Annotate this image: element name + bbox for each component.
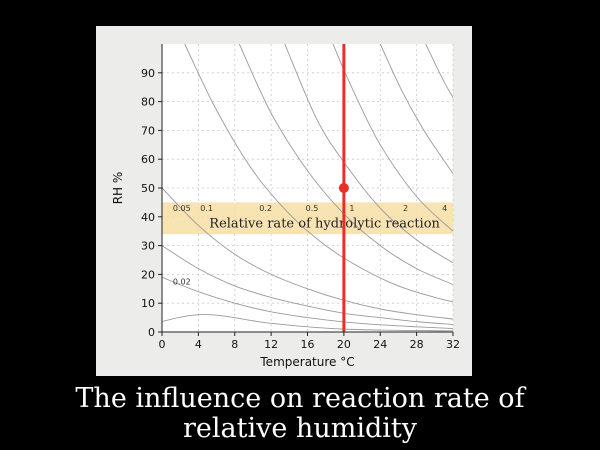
band-title: Relative rate of hydrolytic reaction xyxy=(209,216,440,231)
isoline-label: 0.5 xyxy=(306,204,319,213)
y-axis-title: RH % xyxy=(111,172,125,205)
y-tick-label: 80 xyxy=(141,96,155,109)
isoline-label: 2 xyxy=(403,204,408,213)
x-tick-label: 8 xyxy=(231,338,238,351)
isoline xyxy=(379,44,453,174)
isoline-label: 1 xyxy=(349,204,354,213)
y-tick-label: 40 xyxy=(141,211,155,224)
axes xyxy=(158,44,454,336)
y-tick-label: 0 xyxy=(148,326,155,339)
y-tick-label: 50 xyxy=(141,182,155,195)
chart-panel: 0.05 0.1 0.2 0.5 1 2 4 0.02 Relative rate of hy… xyxy=(96,26,472,376)
isoline xyxy=(162,187,453,320)
isoline-label: 0.02 xyxy=(173,277,191,286)
y-tick-label: 70 xyxy=(141,124,155,137)
isoline xyxy=(162,245,453,325)
x-tick-label: 28 xyxy=(410,338,424,351)
isoline xyxy=(162,276,453,329)
y-tick-labels: 0 10 20 30 40 50 60 70 80 90 xyxy=(141,67,155,339)
isoline-labels: 0.05 0.1 0.2 0.5 1 2 4 0.02 xyxy=(173,204,447,286)
rate-humidity-chart: 0.05 0.1 0.2 0.5 1 2 40.02 Relative rate of hy… xyxy=(111,44,461,369)
x-tick-label: 24 xyxy=(373,338,387,351)
isoline-label: 0.2 xyxy=(259,204,272,213)
reference-point xyxy=(338,183,349,193)
isoline xyxy=(284,44,453,264)
x-tick-label: 0 xyxy=(159,338,166,351)
y-tick-label: 20 xyxy=(141,268,155,281)
isolines xyxy=(162,44,453,332)
x-tick-labels: 0 4 8 12 16 20 24 28 32 xyxy=(159,338,461,351)
isoline-label: 0.05 xyxy=(173,204,191,213)
caption-line-2: relative humidity xyxy=(183,413,417,444)
isoline xyxy=(332,44,453,232)
slide-caption: The influence on reaction rate of relati… xyxy=(0,384,600,444)
x-tick-label: 20 xyxy=(337,338,351,351)
y-tick-label: 60 xyxy=(141,153,155,166)
rate-band xyxy=(162,202,453,235)
caption-line-1: The influence on reaction rate of xyxy=(75,383,525,414)
x-axis-title: Temperature °C xyxy=(259,355,354,369)
x-tick-label: 16 xyxy=(301,338,315,351)
y-tick-label: 10 xyxy=(141,297,155,310)
isoline-label: 0.1 xyxy=(200,204,213,213)
y-tick-label: 30 xyxy=(141,240,155,253)
x-tick-label: 4 xyxy=(195,338,202,351)
x-tick-label: 12 xyxy=(264,338,278,351)
isoline-label: 4 xyxy=(442,204,447,213)
x-tick-label: 32 xyxy=(446,338,460,351)
isoline xyxy=(425,44,453,99)
isoline xyxy=(162,314,453,332)
isoline xyxy=(184,44,453,303)
y-tick-label: 90 xyxy=(141,67,155,80)
